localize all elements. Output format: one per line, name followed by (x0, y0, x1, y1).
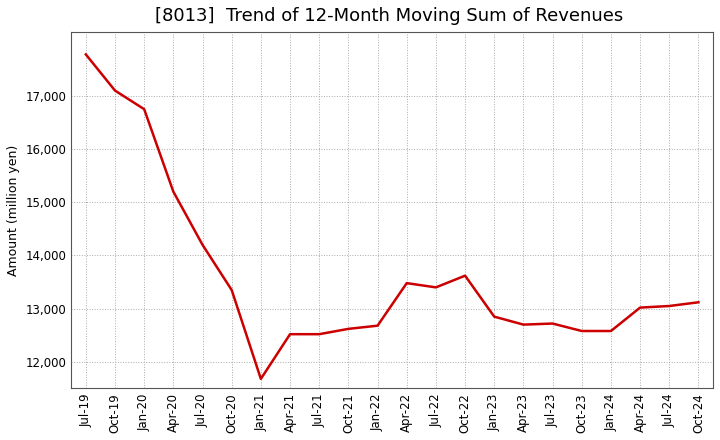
Y-axis label: Amount (million yen): Amount (million yen) (7, 145, 20, 276)
Text: [8013]  Trend of 12-Month Moving Sum of Revenues: [8013] Trend of 12-Month Moving Sum of R… (155, 7, 623, 25)
